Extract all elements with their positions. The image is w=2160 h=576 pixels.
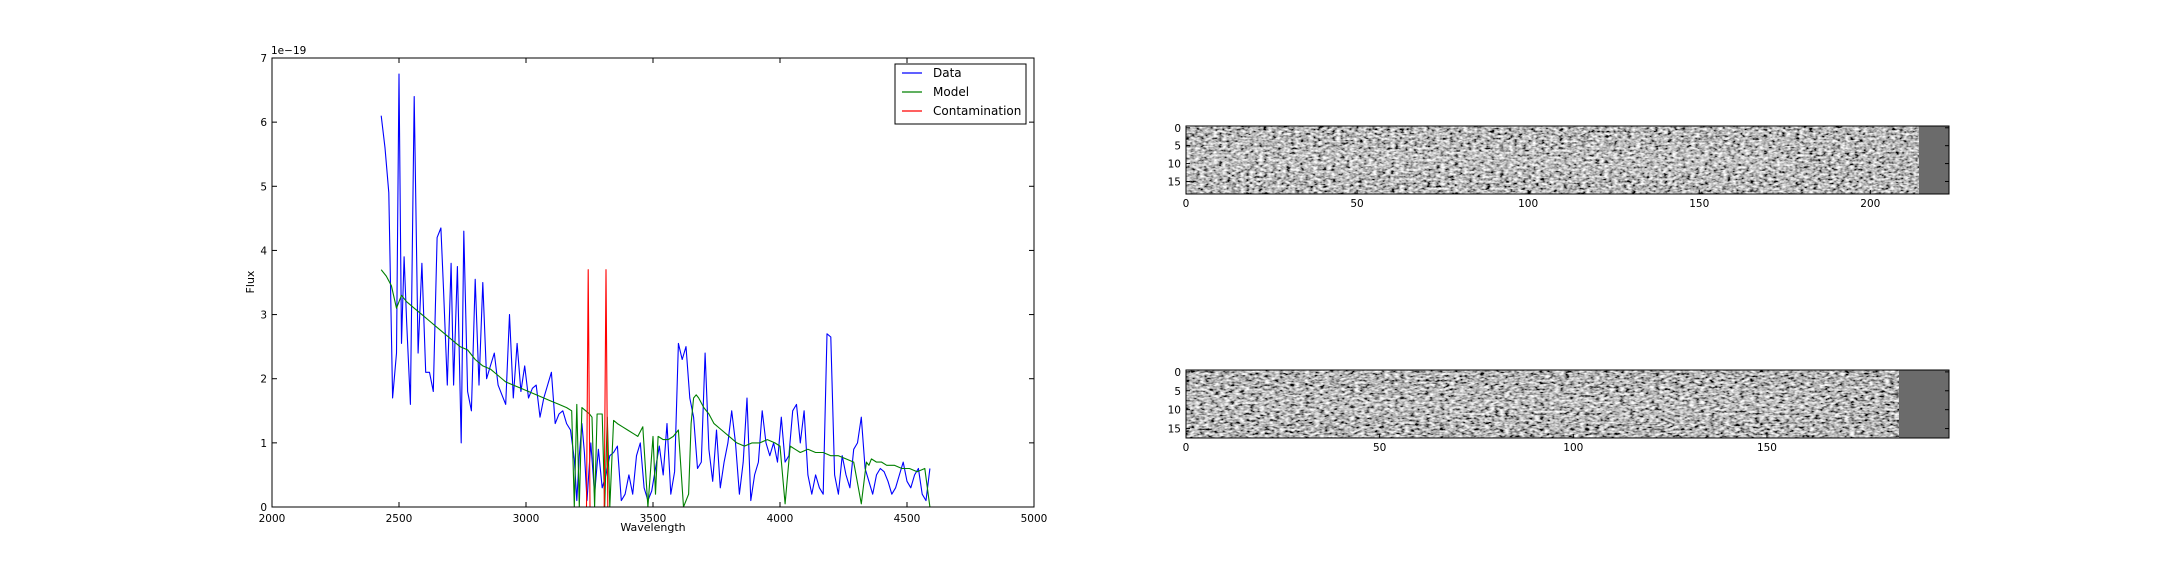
image-x-tick-label: 50 — [1350, 198, 1363, 210]
x-tick-label: 4500 — [894, 513, 921, 525]
image-y-tick-label: 10 — [1168, 405, 1181, 417]
y-axis-label: Flux — [244, 270, 257, 293]
image-y-tick-label: 15 — [1168, 424, 1181, 436]
image-2-blank-region — [1899, 370, 1949, 438]
image-1-frame — [1185, 125, 1950, 195]
y-tick-label: 0 — [260, 502, 267, 514]
image-x-tick-label: 0 — [1183, 442, 1190, 454]
y-tick-label: 7 — [260, 53, 267, 65]
image-1-trace — [1186, 140, 1786, 180]
image-y-tick-label: 0 — [1174, 367, 1181, 379]
x-tick-label: 4000 — [767, 513, 794, 525]
image-y-tick-label: 10 — [1168, 159, 1181, 171]
image-y-tick-label: 5 — [1174, 141, 1181, 153]
spectrum-plot: 2000 2500 3000 3500 4000 4500 5000 0 1 2 3 4 5 6 7 1e… — [244, 45, 1047, 534]
spectrum-image-1: 0 50 100 150 200 0 5 10 15 — [1168, 123, 1950, 210]
image-x-tick-label: 150 — [1757, 442, 1777, 454]
image-y-tick-label: 5 — [1174, 386, 1181, 398]
image-x-tick-label: 200 — [1860, 198, 1880, 210]
y-tick-label: 1 — [260, 438, 267, 450]
series-line-data — [380, 73, 931, 502]
image-2-frame — [1185, 369, 1950, 439]
y-tick-label: 5 — [260, 181, 267, 193]
x-tick-label: 5000 — [1021, 513, 1048, 525]
image-y-tick-label: 0 — [1174, 123, 1181, 135]
image-2-trace — [1186, 384, 1826, 424]
image-1-blank-region — [1919, 126, 1949, 194]
image-x-tick-label: 50 — [1373, 442, 1386, 454]
x-tick-label: 2000 — [259, 513, 286, 525]
y-tick-label: 6 — [260, 117, 267, 129]
x-tick-label: 3000 — [513, 513, 540, 525]
image-x-tick-label: 0 — [1183, 198, 1190, 210]
x-tick-label: 2500 — [386, 513, 413, 525]
image-x-tick-label: 100 — [1563, 442, 1583, 454]
y-tick-label: 2 — [260, 374, 267, 386]
y-tick-label: 4 — [260, 245, 267, 257]
legend: Data Model Contamination — [894, 63, 1027, 125]
y-tick-label: 3 — [260, 310, 267, 322]
image-x-tick-label: 150 — [1689, 198, 1709, 210]
x-axis-label: Wavelength — [620, 521, 685, 534]
legend-label-data: Data — [933, 66, 962, 80]
legend-label-contamination: Contamination — [933, 104, 1021, 118]
offset-text: 1e−19 — [271, 45, 306, 57]
x-tick-label: 3500 — [640, 513, 667, 525]
image-x-tick-label: 100 — [1518, 198, 1538, 210]
series-line-model — [380, 269, 931, 507]
spectrum-image-2: 0 50 100 150 0 5 10 15 — [1168, 367, 1950, 454]
legend-label-model: Model — [933, 85, 969, 99]
legend-frame — [894, 63, 1027, 125]
image-y-tick-label: 15 — [1168, 176, 1181, 188]
